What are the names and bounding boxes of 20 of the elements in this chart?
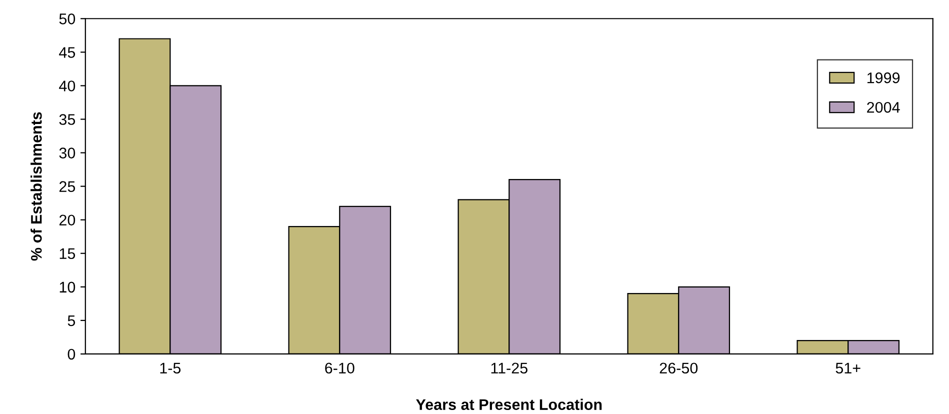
y-tick-label: 40 — [59, 80, 76, 92]
x-tick-label: 6-10 — [325, 362, 354, 374]
y-tick-label: 10 — [60, 282, 76, 293]
y-tick-label: 25 — [59, 181, 76, 192]
x-tick-label: 26-50 — [660, 362, 698, 374]
x-tick-label: 1-5 — [160, 362, 181, 374]
y-tick-label: 45 — [59, 47, 76, 58]
legend-label: 2004 — [867, 102, 900, 113]
y-tick-label: 0 — [68, 348, 76, 360]
x-tick-label: 51+ — [836, 362, 860, 374]
y-tick-label: 15 — [60, 248, 76, 260]
y-tick-label: 5 — [68, 315, 76, 326]
legend-label: 1999 — [867, 72, 900, 84]
y-tick-label: 20 — [59, 214, 76, 226]
y-tick-label: 30 — [59, 148, 76, 158]
x-tick-label: 11-25 — [491, 362, 528, 374]
x-axis-title: Years at Present Location — [416, 398, 602, 410]
y-tick-label: 35 — [59, 114, 76, 125]
y-tick-label: 50 — [59, 14, 76, 24]
y-axis-title: % of Establishments — [30, 112, 42, 261]
